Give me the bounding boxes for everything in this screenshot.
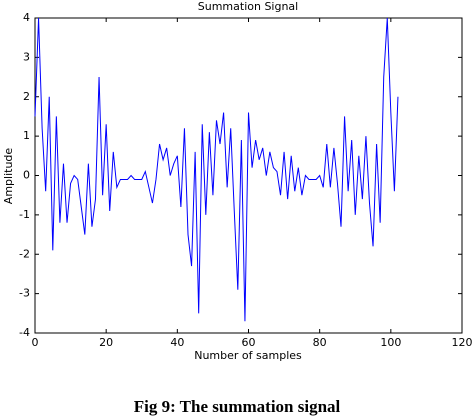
y-tick-label: 0 xyxy=(23,169,30,182)
x-tick-label: 80 xyxy=(313,336,327,349)
signal-line xyxy=(34,17,399,322)
x-tick-label: 0 xyxy=(32,336,39,349)
x-axis-label: Number of samples xyxy=(194,349,302,362)
y-tick-label: -2 xyxy=(19,247,30,260)
x-tick-label: 100 xyxy=(380,336,401,349)
y-tick-label: -4 xyxy=(19,326,30,339)
x-tick-label: 60 xyxy=(242,336,256,349)
y-tick-label: -3 xyxy=(19,287,30,300)
x-tick-label: 40 xyxy=(170,336,184,349)
plot-frame xyxy=(34,17,463,334)
y-tick-label: 1 xyxy=(23,129,30,142)
chart-title: Summation Signal xyxy=(198,0,298,13)
x-tick-label: 120 xyxy=(452,336,473,349)
y-axis-label: Amplitude xyxy=(2,148,15,205)
caption: Fig 9: The summation signal xyxy=(134,397,341,416)
y-tick-label: 4 xyxy=(23,11,30,24)
y-tick-label: 2 xyxy=(23,90,30,103)
x-tick-label: 20 xyxy=(99,336,113,349)
y-tick-label: 3 xyxy=(23,50,30,63)
y-tick-label: -1 xyxy=(19,208,30,221)
